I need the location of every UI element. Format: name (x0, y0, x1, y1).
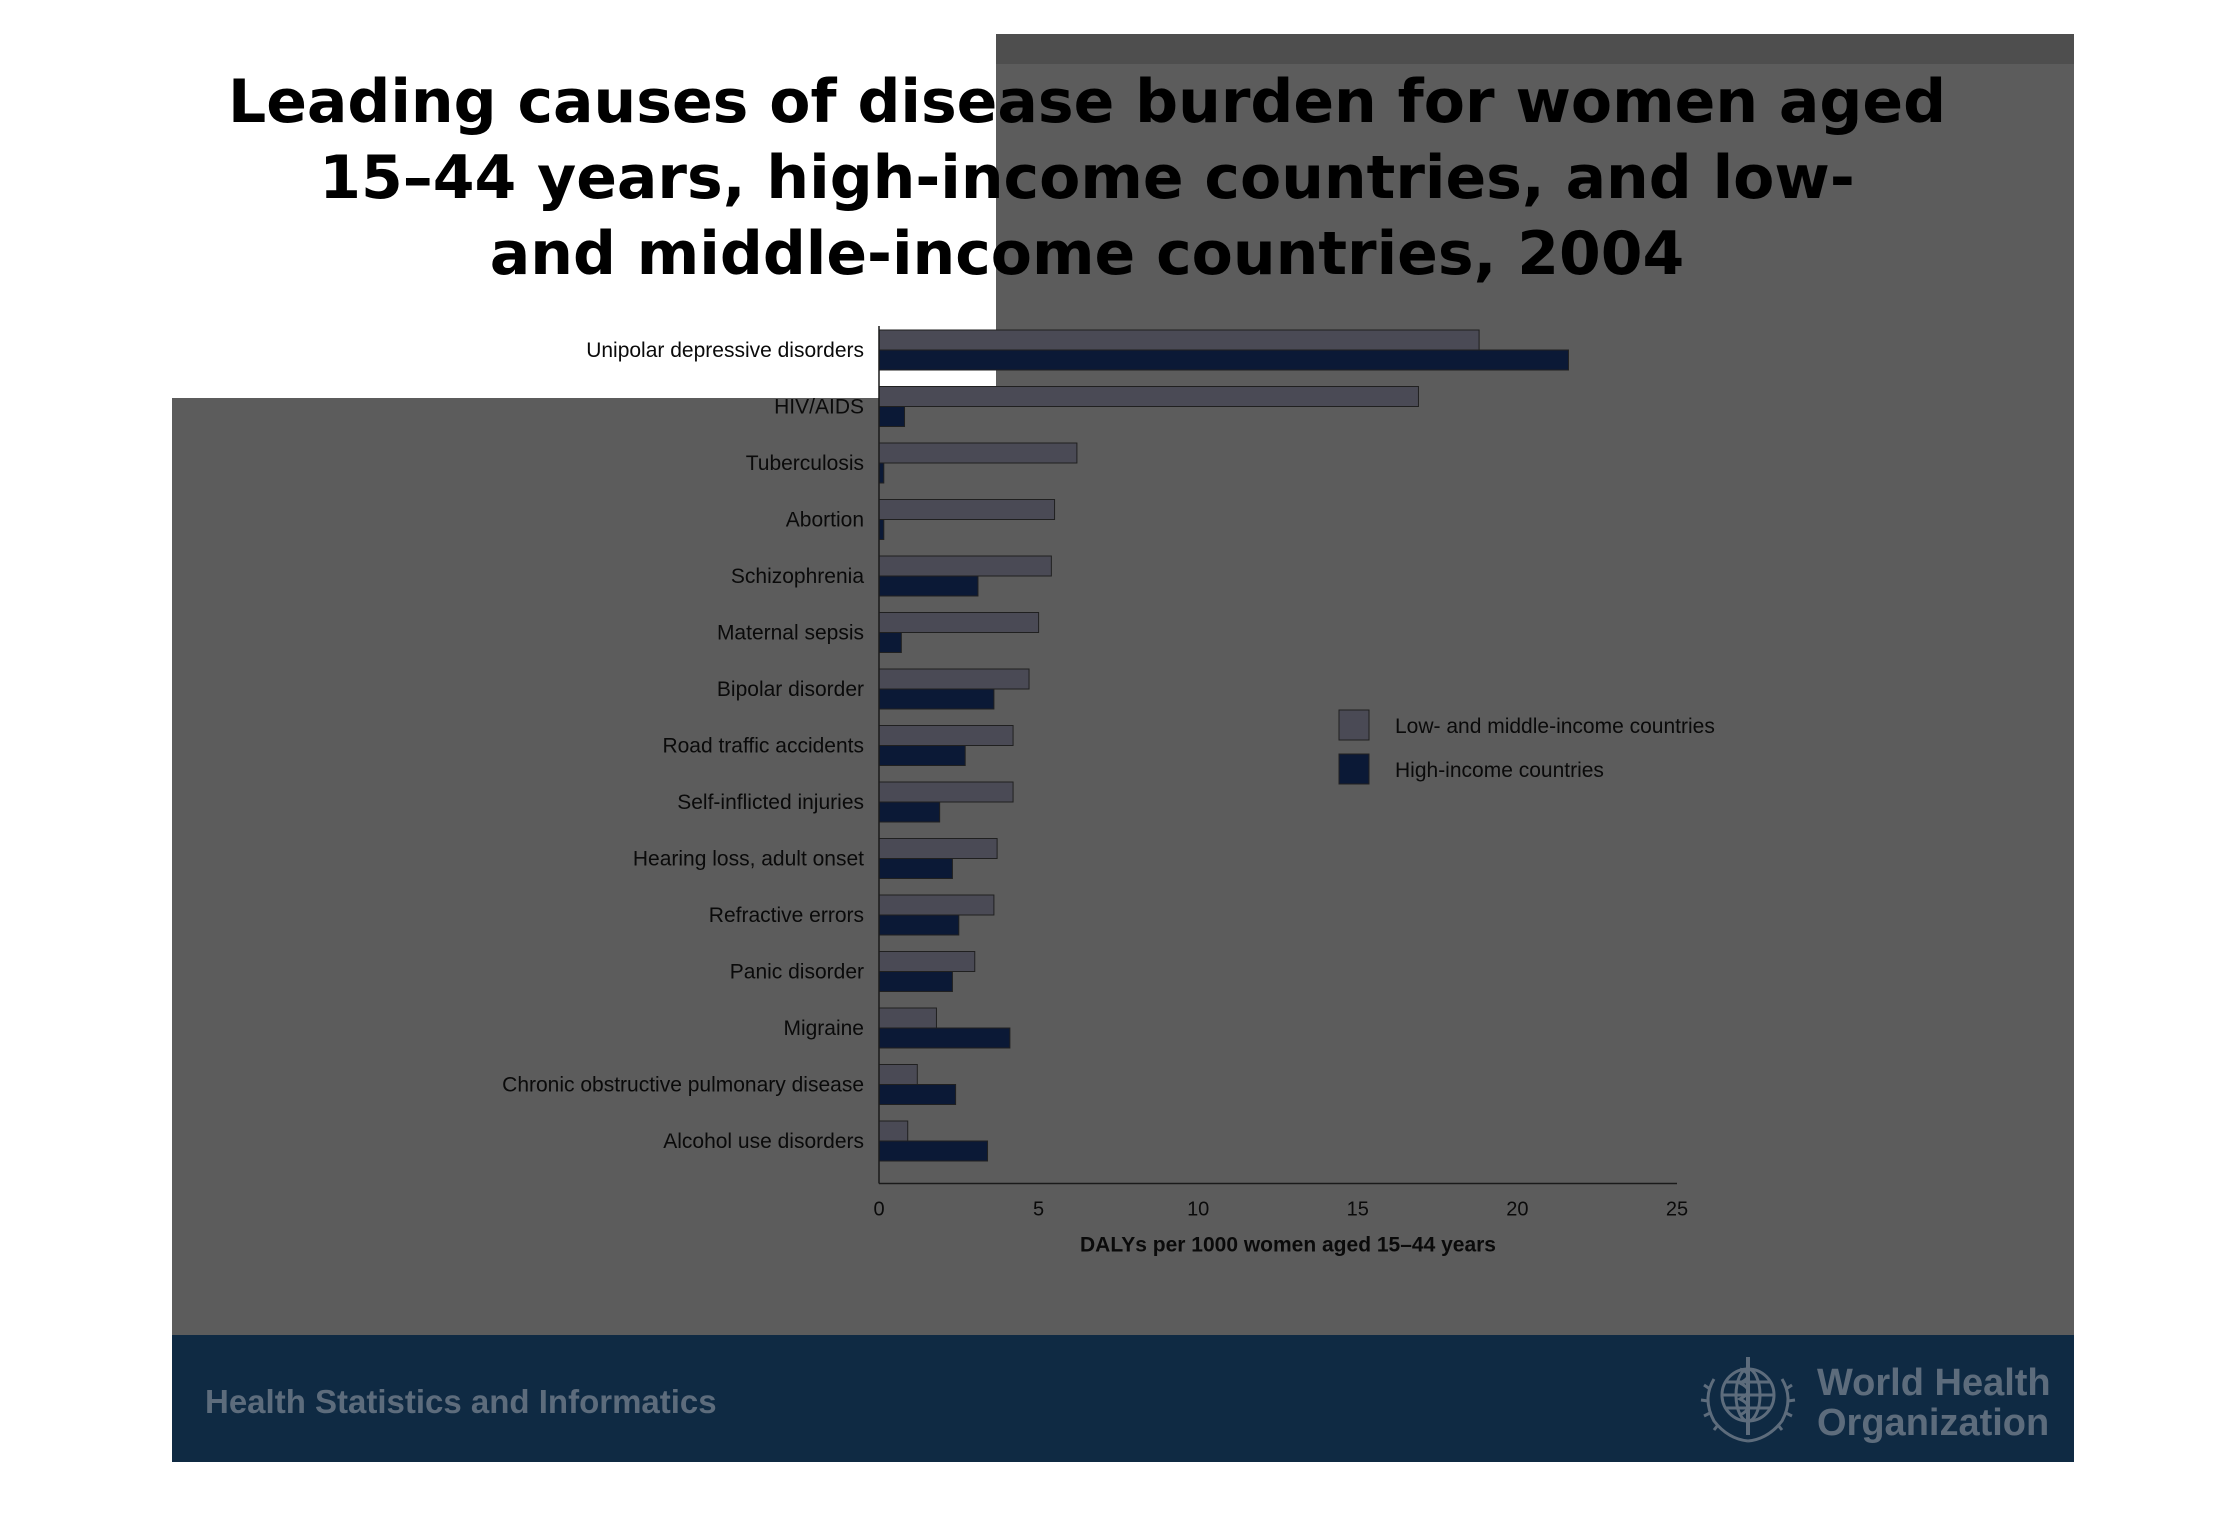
bar-low-middle-income (878, 555, 1052, 577)
bar-low-middle-income (878, 1007, 937, 1029)
bar-low-middle-income (878, 1120, 909, 1142)
category-label: Unipolar depressive disorders (586, 339, 864, 362)
bar-low-middle-income (878, 668, 1030, 690)
x-tick-label: 15 (1347, 1199, 1369, 1221)
white-strip (205, 382, 743, 396)
bar-chart: Unipolar depressive disorders HIV/AIDS Tub… (502, 326, 1715, 1257)
legend-swatch-low-middle-income (1338, 709, 1370, 741)
bar-low-middle-income (878, 838, 998, 859)
slide-title: Leading causes of disease burden for wom… (227, 67, 1947, 289)
bar-high-income (878, 914, 960, 936)
x-tick-label: 20 (1506, 1199, 1528, 1221)
bar-high-income (878, 971, 953, 992)
category-label: Abortion (786, 509, 864, 532)
bar-low-middle-income (878, 725, 1014, 746)
bar-high-income (878, 801, 941, 823)
bar-low-middle-income (878, 612, 1040, 633)
bar-low-middle-income (878, 951, 976, 972)
bar-high-income (878, 1027, 1011, 1049)
category-label: Hearing loss, adult onset (633, 848, 864, 871)
category-label: Schizophrenia (731, 565, 864, 588)
bar-low-middle-income (878, 894, 995, 916)
category-label: Road traffic accidents (662, 735, 864, 758)
category-label: Chronic obstructive pulmonary disease (502, 1074, 864, 1097)
category-label: Self-inflicted injuries (677, 791, 864, 814)
x-tick-label: 5 (1033, 1199, 1044, 1221)
legend-swatch-high-income (1338, 753, 1370, 785)
top-band (996, 34, 2074, 64)
category-label: HIV/AIDS (774, 396, 864, 419)
legend-label-high-income: High-income countries (1395, 759, 1604, 782)
bar-low-middle-income (878, 499, 1056, 520)
footer-text: Health Statistics and Informatics (205, 1383, 717, 1420)
bar-high-income (878, 858, 953, 879)
title-background (172, 34, 996, 398)
bar-high-income (878, 349, 1569, 371)
category-label: Maternal sepsis (717, 622, 864, 645)
bar-low-middle-income (878, 781, 1014, 803)
category-label: Alcohol use disorders (663, 1130, 864, 1153)
bar-high-income (878, 688, 995, 710)
bar-low-middle-income (878, 442, 1078, 464)
category-label: Bipolar disorder (717, 678, 864, 701)
x-tick-label: 10 (1187, 1199, 1209, 1221)
slide: Leading causes of disease burden for wom… (172, 34, 2074, 1462)
bar-low-middle-income (878, 386, 1419, 407)
category-label: Refractive errors (709, 904, 864, 927)
bar-low-middle-income (878, 1064, 918, 1085)
organization-name: World Health Organization (1817, 1362, 2051, 1444)
bar-high-income (878, 1140, 989, 1162)
legend-label-low-middle-income: Low- and middle-income countries (1395, 715, 1715, 738)
bar-high-income (878, 1084, 957, 1105)
footer-bar: Health Statistics and Informatics World … (172, 1335, 2074, 1462)
category-label: Panic disorder (730, 961, 864, 984)
x-tick-label: 25 (1666, 1199, 1688, 1221)
bar-high-income (878, 575, 979, 597)
category-label: Migraine (783, 1017, 864, 1040)
category-label: Tuberculosis (746, 452, 864, 475)
x-tick-label: 0 (873, 1199, 884, 1221)
x-axis-title: DALYs per 1000 women aged 15–44 years (1080, 1234, 1496, 1257)
who-emblem-icon (1700, 1357, 1796, 1443)
bar-high-income (878, 745, 966, 766)
bar-high-income (878, 632, 902, 653)
bar-high-income (878, 406, 906, 427)
bar-low-middle-income (878, 329, 1480, 351)
